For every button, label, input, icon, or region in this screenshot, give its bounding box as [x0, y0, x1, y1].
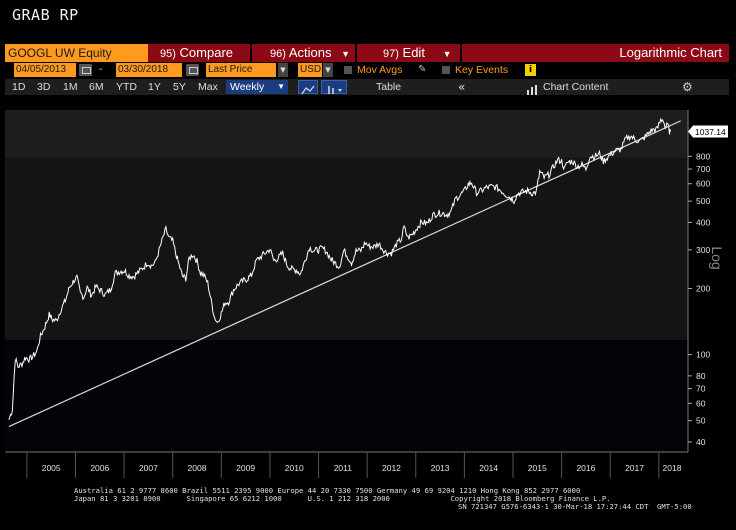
- period-6m[interactable]: 6M: [89, 81, 104, 93]
- period-bar: [5, 79, 729, 95]
- frequency-select[interactable]: Weekly ▼: [226, 80, 288, 94]
- y-tick-label: 50: [696, 416, 706, 426]
- y-tick-label: 60: [696, 398, 706, 408]
- menu-divider: [250, 44, 252, 62]
- pen-icon[interactable]: ✎: [418, 64, 427, 75]
- chevron-down-icon: ▼: [277, 82, 285, 91]
- footer-line-2: Japan 81 3 3201 8900 Singapore 65 6212 1…: [74, 494, 611, 503]
- y-tick-label: 70: [696, 384, 706, 394]
- x-tick-label: 2013: [431, 463, 450, 473]
- date-separator: -: [99, 64, 103, 75]
- period-max[interactable]: Max: [198, 81, 218, 93]
- y-tick-label: 600: [696, 179, 710, 189]
- compare-menu[interactable]: 95) Compare: [160, 44, 233, 62]
- x-tick-label: 2011: [334, 463, 353, 473]
- period-1d[interactable]: 1D: [12, 81, 26, 93]
- last-price-value: 1037.14: [695, 127, 726, 137]
- y-tick-label: 800: [696, 151, 710, 161]
- footer-contacts: Australia 61 2 9777 8600 Brazil 5511 239…: [74, 487, 692, 511]
- footer-line-1: Australia 61 2 9777 8600 Brazil 5511 239…: [74, 486, 581, 495]
- start-date-field[interactable]: 04/05/2013: [14, 63, 76, 77]
- chevron-down-icon: ▼: [341, 49, 350, 59]
- x-tick-label: 2007: [139, 463, 158, 473]
- band-bottom: [5, 340, 688, 452]
- command-bar: [5, 44, 729, 62]
- chevron-down-icon: ▼: [442, 49, 452, 59]
- edit-label: Edit: [402, 45, 425, 60]
- y-axis-label: Log: [709, 246, 725, 269]
- period-3d[interactable]: 3D: [37, 81, 51, 93]
- chevron-down-icon[interactable]: ▼: [323, 63, 333, 77]
- x-tick-label: 2009: [236, 463, 255, 473]
- x-tick-label: 2006: [90, 463, 109, 473]
- period-ytd[interactable]: YTD: [116, 81, 137, 93]
- period-1y[interactable]: 1Y: [148, 81, 161, 93]
- x-tick-label: 2012: [382, 463, 401, 473]
- band-middle: [5, 158, 688, 340]
- y-axis: 40 50 60 70 80 100 200 300 400 500 600 700 800: [687, 110, 710, 452]
- y-tick-label: 200: [696, 283, 710, 293]
- line-chart-icon[interactable]: [298, 80, 318, 95]
- last-price-label: 1037.14: [688, 125, 728, 138]
- mov-avgs-label: Mov Avgs: [357, 64, 403, 76]
- y-tick-label: 40: [696, 437, 706, 447]
- actions-label: Actions: [288, 45, 332, 60]
- table-button[interactable]: Table: [376, 81, 402, 93]
- x-tick-label: 2017: [625, 463, 644, 473]
- y-tick-label: 400: [696, 217, 710, 227]
- x-tick-label: 2008: [188, 463, 207, 473]
- collapse-icon[interactable]: «: [458, 80, 465, 94]
- chart-content-button[interactable]: Chart Content: [543, 81, 609, 93]
- frequency-label: Weekly: [230, 81, 265, 93]
- footer-line-3: SN 721347 G576-6343-1 30-Mar-18 17:27:44…: [458, 502, 692, 511]
- key-events-label: Key Events: [455, 64, 509, 76]
- period-5y[interactable]: 5Y: [173, 81, 186, 93]
- actions-num: 96): [270, 48, 286, 60]
- edit-num: 97): [383, 48, 399, 60]
- compare-label: Compare: [179, 45, 233, 60]
- y-tick-label: 500: [696, 196, 710, 206]
- y-tick-label: 700: [696, 164, 710, 174]
- actions-menu[interactable]: 96) Actions ▼: [270, 44, 350, 62]
- info-icon[interactable]: i: [525, 64, 536, 76]
- end-date-field[interactable]: 03/30/2018: [116, 63, 182, 77]
- last-price-tag: [688, 125, 728, 138]
- compare-num: 95): [160, 48, 176, 60]
- key-events-checkbox[interactable]: [442, 66, 450, 74]
- chevron-down-icon[interactable]: ▼: [278, 63, 288, 77]
- gear-icon[interactable]: ⚙: [682, 80, 693, 94]
- price-series-line: [8, 117, 671, 420]
- x-tick-label: 2016: [576, 463, 595, 473]
- calendar-icon[interactable]: [79, 64, 92, 76]
- x-tick-label: 2005: [42, 463, 61, 473]
- ticker-field[interactable]: GOOGL UW Equity: [5, 44, 148, 62]
- y-tick-label: 80: [696, 371, 706, 381]
- mov-avgs-checkbox[interactable]: [344, 66, 352, 74]
- band-top: [5, 110, 688, 158]
- x-axis: 2005 2006 2007 2008 2009 2010 2011 2012 2013 2014…: [5, 451, 688, 478]
- y-tick-label: 100: [696, 350, 710, 360]
- menu-divider: [460, 44, 462, 62]
- x-tick-label: 2014: [479, 463, 498, 473]
- x-tick-label: 2015: [528, 463, 547, 473]
- field-select[interactable]: Last Price: [206, 63, 276, 77]
- x-tick-label: 2010: [285, 463, 304, 473]
- period-1m[interactable]: 1M: [63, 81, 78, 93]
- trendline: [8, 120, 681, 428]
- chart-mode-label: Logarithmic Chart: [619, 45, 722, 60]
- compare-bars-icon[interactable]: [321, 80, 347, 94]
- calendar-icon[interactable]: [186, 64, 199, 76]
- menu-divider: [355, 44, 357, 62]
- window-title: GRAB RP: [12, 6, 79, 24]
- edit-menu[interactable]: 97) Edit ▼: [383, 44, 451, 62]
- chart-content-icon[interactable]: [526, 81, 538, 95]
- x-tick-label: 2018: [663, 463, 682, 473]
- y-tick-label: 300: [696, 245, 710, 255]
- currency-select[interactable]: USD: [298, 63, 322, 77]
